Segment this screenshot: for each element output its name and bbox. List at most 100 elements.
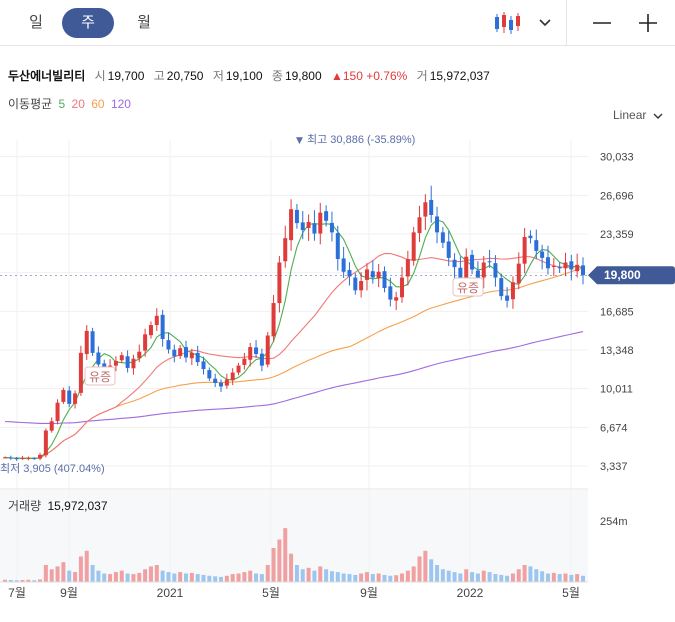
candle-body <box>230 372 235 381</box>
ma-60-line <box>4 267 584 459</box>
zoom-out-button[interactable] <box>582 0 622 46</box>
chart-type-dropdown[interactable] <box>534 0 556 46</box>
candle-body <box>481 262 486 278</box>
volume-bar <box>540 571 545 582</box>
volume-bar <box>32 580 37 582</box>
candle-body <box>201 361 206 370</box>
candle-body <box>224 379 229 386</box>
candle-body <box>259 353 264 366</box>
volume-bar <box>545 573 550 582</box>
candle-body <box>277 262 282 304</box>
candle-body <box>148 325 153 336</box>
candle-body <box>143 334 148 351</box>
candle-body <box>400 277 405 298</box>
volume-bar <box>224 575 229 582</box>
volume-bar <box>73 572 78 582</box>
candle-body <box>458 267 463 279</box>
y-tick-label: 13,348 <box>600 345 634 357</box>
candle-body <box>452 259 457 268</box>
volume-bar <box>318 566 323 582</box>
candle-body <box>534 240 539 251</box>
volume-bar <box>341 573 346 582</box>
tab-week[interactable]: 주 <box>62 8 114 38</box>
candle-body <box>306 221 311 228</box>
volume-label: 거 <box>416 69 428 83</box>
ma-20-line <box>4 252 584 459</box>
candle-body <box>347 270 352 277</box>
x-tick-label: 7월 <box>8 586 26 600</box>
volume-bar <box>271 547 276 582</box>
candle-body <box>189 352 194 359</box>
x-tick-label: 5월 <box>562 586 580 600</box>
candle-body <box>516 263 521 284</box>
candle-body <box>528 235 533 239</box>
volume-bar <box>575 574 580 582</box>
volume-panel-title: 거래량 <box>8 499 42 513</box>
candle-body <box>20 458 25 460</box>
volume-bar <box>8 580 13 582</box>
low-value: 19,100 <box>225 69 263 83</box>
candle-body <box>248 347 253 360</box>
candle-body <box>271 303 276 337</box>
y-tick-label: 16,685 <box>600 306 634 318</box>
volume-bar <box>277 539 282 582</box>
tab-month[interactable]: 월 <box>137 14 151 31</box>
candle-body <box>312 223 317 234</box>
volume-bar <box>516 569 521 582</box>
y-tick-label: 3,337 <box>600 461 628 473</box>
plus-icon <box>639 14 657 32</box>
volume-bar <box>388 575 393 582</box>
candle-body <box>429 199 434 215</box>
candle-body <box>73 393 78 404</box>
y-tick-label: 6,674 <box>600 422 628 434</box>
volume-bar <box>78 556 83 582</box>
volume-bar <box>3 579 7 582</box>
candle-body <box>370 271 375 278</box>
volume-bar <box>213 576 218 582</box>
candle-body <box>540 251 545 258</box>
chart-type-button[interactable] <box>484 0 530 46</box>
volume-bar <box>405 570 410 582</box>
volume-bar <box>14 580 19 582</box>
volume-bar <box>423 550 428 582</box>
candle-body <box>67 390 72 404</box>
candle-body <box>26 458 31 460</box>
volume-bar <box>324 569 329 582</box>
volume-bar <box>148 566 153 582</box>
volume-bar <box>534 569 539 582</box>
volume-bar <box>20 580 25 582</box>
zoom-in-button[interactable] <box>628 0 668 46</box>
candle-body <box>3 457 7 459</box>
candle-body <box>90 331 95 353</box>
volume-bar <box>510 573 515 582</box>
volume-bar <box>55 566 60 582</box>
volume-bar <box>329 571 334 582</box>
candle-body <box>405 259 410 277</box>
volume-bar <box>522 564 527 582</box>
volume-panel-label: 거래량 15,972,037 <box>8 497 108 514</box>
high-label: 고 <box>153 69 165 83</box>
volume-bar <box>294 564 299 582</box>
candle-body <box>423 202 428 217</box>
x-tick-label: 2021 <box>157 586 184 600</box>
candle-body <box>119 355 124 361</box>
volume-bar <box>43 564 48 582</box>
candle-body <box>8 457 13 459</box>
candle-body <box>499 278 504 297</box>
tab-day[interactable]: 일 <box>29 14 43 31</box>
moving-average-legend[interactable]: 이동평균 5 20 60 120 <box>8 95 134 112</box>
x-tick-label: 9월 <box>60 586 78 600</box>
candle-body <box>43 430 48 456</box>
volume-bar <box>90 564 95 582</box>
close-value: 19,800 <box>284 69 322 83</box>
volume-bar <box>61 562 66 582</box>
candle-body <box>353 277 358 291</box>
candle-body <box>581 265 585 276</box>
scale-selector[interactable]: Linear <box>613 108 663 122</box>
x-tick-label: 9월 <box>360 586 378 600</box>
minus-icon <box>593 22 611 24</box>
candle-body <box>510 282 515 300</box>
high-value: 20,750 <box>166 69 204 83</box>
candle-body <box>364 269 369 280</box>
